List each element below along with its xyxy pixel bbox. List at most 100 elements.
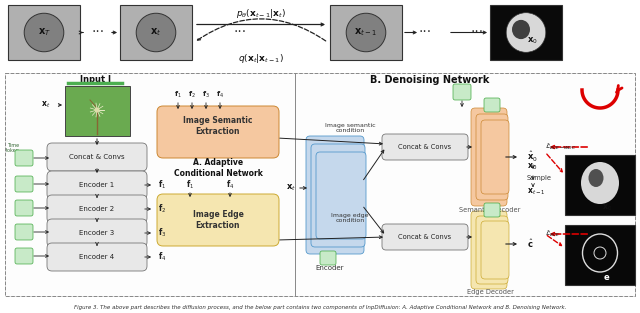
Text: $\mathbf{x}_t$: $\mathbf{x}_t$ <box>286 183 296 193</box>
FancyBboxPatch shape <box>15 224 33 240</box>
Text: $t$: $t$ <box>490 101 494 109</box>
Ellipse shape <box>512 20 530 39</box>
FancyBboxPatch shape <box>306 136 364 254</box>
FancyBboxPatch shape <box>382 134 468 160</box>
Text: Edge Decoder: Edge Decoder <box>467 289 513 295</box>
Ellipse shape <box>346 13 386 52</box>
FancyBboxPatch shape <box>15 200 33 216</box>
Text: $t$: $t$ <box>22 252 26 260</box>
Text: $\mathbf{f}_1$: $\mathbf{f}_1$ <box>174 90 182 100</box>
Text: $\mathbf{f}_4$: $\mathbf{f}_4$ <box>158 251 166 263</box>
Text: $t$: $t$ <box>460 88 465 96</box>
Text: Concat & Convs: Concat & Convs <box>399 144 452 150</box>
FancyBboxPatch shape <box>382 224 468 250</box>
Bar <box>490 5 562 60</box>
Text: $\hat{\mathbf{c}}$: $\hat{\mathbf{c}}$ <box>527 238 534 250</box>
Bar <box>330 5 402 60</box>
Text: $\mathbf{f}_3$: $\mathbf{f}_3$ <box>202 90 210 100</box>
FancyBboxPatch shape <box>484 98 500 112</box>
Text: Input I: Input I <box>79 75 111 85</box>
Text: Figure 3. The above part describes the diffusion process, and the below part con: Figure 3. The above part describes the d… <box>74 305 566 310</box>
Text: ···: ··· <box>234 25 246 39</box>
Text: $\mathbf{e}$: $\mathbf{e}$ <box>604 273 611 281</box>
Bar <box>65 86 130 136</box>
Text: $\mathbf{x}_0$: $\mathbf{x}_0$ <box>527 35 538 46</box>
FancyBboxPatch shape <box>481 221 509 279</box>
FancyBboxPatch shape <box>476 114 508 200</box>
Text: $\mathbf{f}_4$: $\mathbf{f}_4$ <box>216 90 224 100</box>
FancyBboxPatch shape <box>484 203 500 217</box>
Text: $\mathbf{f}_3$: $\mathbf{f}_3$ <box>158 227 166 239</box>
Text: $\mathbf{f}_1$: $\mathbf{f}_1$ <box>186 179 194 191</box>
Text: Semantic Decoder: Semantic Decoder <box>460 207 521 213</box>
Text: $t$: $t$ <box>326 254 330 262</box>
Text: $\hat{\mathcal{L}}_{BCE}$: $\hat{\mathcal{L}}_{BCE}$ <box>545 229 560 239</box>
Text: Image semantic
condition: Image semantic condition <box>324 123 375 133</box>
FancyBboxPatch shape <box>481 120 509 194</box>
FancyBboxPatch shape <box>47 243 147 271</box>
Text: $\mathbf{x}_{t-1}$: $\mathbf{x}_{t-1}$ <box>355 27 378 38</box>
FancyBboxPatch shape <box>15 248 33 264</box>
Text: Image Edge
Extraction: Image Edge Extraction <box>193 210 243 230</box>
FancyBboxPatch shape <box>47 219 147 247</box>
Text: ···: ··· <box>419 25 431 39</box>
FancyBboxPatch shape <box>476 216 508 284</box>
FancyBboxPatch shape <box>316 152 366 239</box>
Text: $\mathbf{x}_t$: $\mathbf{x}_t$ <box>41 100 50 110</box>
FancyBboxPatch shape <box>47 171 147 199</box>
Ellipse shape <box>136 13 176 52</box>
Text: ···: ··· <box>92 25 104 39</box>
Text: Encoder 2: Encoder 2 <box>79 206 115 212</box>
Text: Concat & Convs: Concat & Convs <box>69 154 125 160</box>
FancyBboxPatch shape <box>47 195 147 223</box>
FancyBboxPatch shape <box>453 84 471 100</box>
Text: Sample: Sample <box>527 175 552 181</box>
Ellipse shape <box>506 13 546 52</box>
Bar <box>120 5 192 60</box>
Text: Time
token: Time token <box>6 143 20 153</box>
Text: Concat & Convs: Concat & Convs <box>399 234 452 240</box>
FancyBboxPatch shape <box>311 144 365 247</box>
Text: $\mathbf{x}_T$: $\mathbf{x}_T$ <box>38 27 51 38</box>
Text: $q(\mathbf{x}_{t}|\mathbf{x}_{t-1})$: $q(\mathbf{x}_{t}|\mathbf{x}_{t-1})$ <box>238 52 284 65</box>
Bar <box>565 155 635 215</box>
Text: $\hat{\mathcal{L}}_{BCE-WDC}$: $\hat{\mathcal{L}}_{BCE-WDC}$ <box>545 142 576 152</box>
FancyBboxPatch shape <box>471 211 507 289</box>
FancyBboxPatch shape <box>320 251 336 265</box>
FancyBboxPatch shape <box>471 108 507 206</box>
FancyBboxPatch shape <box>157 194 279 246</box>
Text: $\mathbf{x}_0$: $\mathbf{x}_0$ <box>602 203 612 213</box>
Text: Encoder: Encoder <box>316 265 344 271</box>
Text: $\mathbf{x}_0$: $\mathbf{x}_0$ <box>527 162 537 172</box>
Text: $\mathbf{f}_4$: $\mathbf{f}_4$ <box>226 179 234 191</box>
Text: Encoder 1: Encoder 1 <box>79 182 115 188</box>
Text: Image edge
condition: Image edge condition <box>332 213 369 223</box>
Ellipse shape <box>24 13 64 52</box>
Ellipse shape <box>589 169 604 187</box>
FancyBboxPatch shape <box>15 176 33 192</box>
Ellipse shape <box>95 107 99 112</box>
Bar <box>5 73 635 296</box>
Text: $\mathbf{f}_2$: $\mathbf{f}_2$ <box>158 203 166 215</box>
Text: $t$: $t$ <box>22 204 26 212</box>
Text: $\mathbf{f}_2$: $\mathbf{f}_2$ <box>188 90 196 100</box>
Text: $\hat{\mathbf{x}}_0$: $\hat{\mathbf{x}}_0$ <box>527 150 538 164</box>
Text: $\mathbf{f}_1$: $\mathbf{f}_1$ <box>158 179 166 191</box>
Text: Image Semantic
Extraction: Image Semantic Extraction <box>183 116 253 136</box>
Bar <box>5 73 635 296</box>
Bar <box>565 225 635 285</box>
Text: Encoder 3: Encoder 3 <box>79 230 115 236</box>
Ellipse shape <box>581 162 619 204</box>
Text: $p_{\theta}(\mathbf{x}_{t-1}|\mathbf{x}_{t})$: $p_{\theta}(\mathbf{x}_{t-1}|\mathbf{x}_… <box>236 7 286 19</box>
Text: $t$: $t$ <box>490 206 494 214</box>
Text: $t$: $t$ <box>22 228 26 236</box>
Text: $t$: $t$ <box>22 180 26 188</box>
Text: A. Adaptive
Conditional Network: A. Adaptive Conditional Network <box>173 158 262 178</box>
Bar <box>8 5 80 60</box>
FancyBboxPatch shape <box>15 150 33 166</box>
Text: Encoder 4: Encoder 4 <box>79 254 115 260</box>
Text: B. Denoising Network: B. Denoising Network <box>371 75 490 85</box>
Text: $\mathbf{x}_{t-1}$: $\mathbf{x}_{t-1}$ <box>527 187 545 197</box>
FancyBboxPatch shape <box>157 106 279 158</box>
Text: $\mathbf{x}_t$: $\mathbf{x}_t$ <box>150 27 162 38</box>
